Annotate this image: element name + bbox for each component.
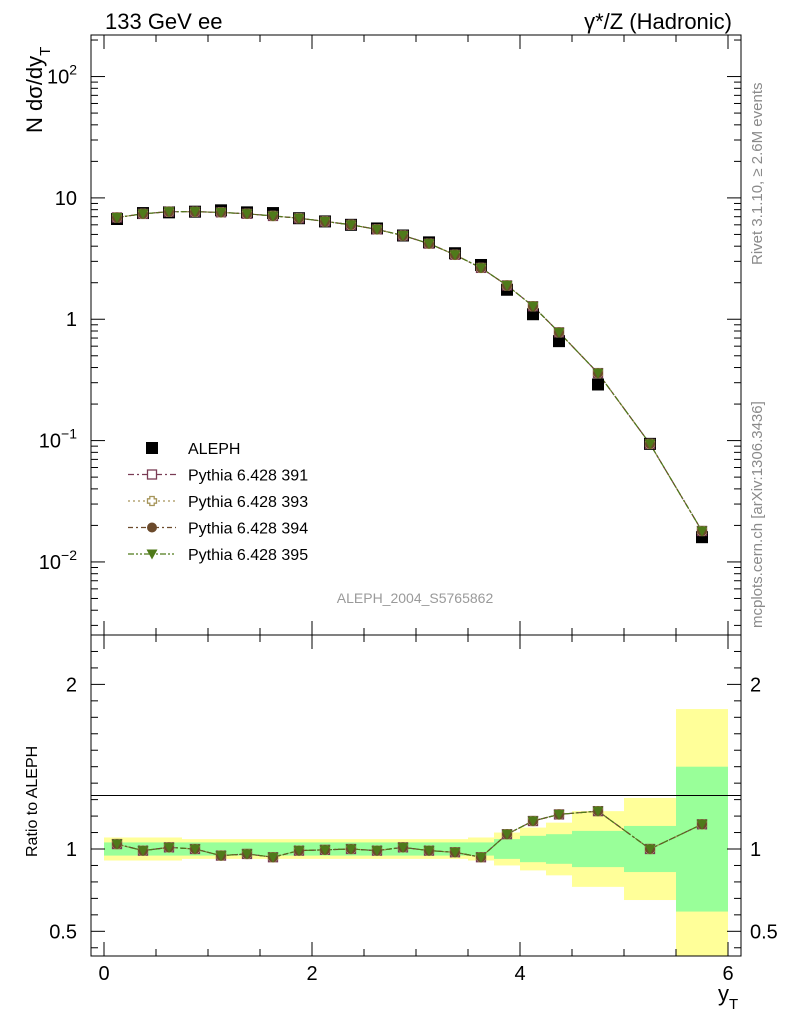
legend-marker	[146, 469, 158, 480]
ratio-band-inner	[520, 835, 546, 863]
ratio-point-series-4	[696, 819, 708, 830]
x-tick-label: 6	[722, 963, 733, 985]
ratio-band-inner	[572, 830, 624, 868]
main-point-series-4	[644, 439, 656, 450]
main-point-series-4	[319, 216, 331, 227]
ratio-point-series-4	[345, 844, 357, 855]
x-axis-label: yT	[718, 981, 738, 1013]
main-y-tick-label: 10−2	[39, 547, 77, 574]
ratio-band-inner	[676, 766, 728, 912]
main-point-series-4	[397, 230, 409, 241]
ratio-frame	[90, 634, 742, 957]
main-point-series-4	[189, 207, 201, 218]
ratio-tick-labels: 0.5 0.5 1 1 2 2 0 2 4 6	[49, 674, 778, 985]
main-y-tick-label: 10	[55, 188, 77, 210]
ratio-y-axis-label: Ratio to ALEPH	[24, 746, 41, 857]
main-y-tick-labels: 102 10 1 10−1 10−2	[39, 62, 77, 574]
main-y-tick-label: 1	[66, 309, 77, 331]
ratio-y-tick-label-right: 1	[750, 839, 761, 861]
ratio-series-line-4	[116, 810, 703, 858]
rivet-label: Rivet 3.1.10, ≥ 2.6M events	[749, 83, 766, 266]
main-point-series-4	[345, 220, 357, 231]
ratio-point-series-4	[293, 846, 305, 857]
main-point-series-4	[267, 211, 279, 222]
main-point-series-4	[163, 207, 175, 218]
ratio-point-series-4	[267, 852, 279, 863]
main-y-tick-label: 10−1	[39, 426, 77, 453]
main-point-series-4	[449, 250, 461, 261]
ratio-band-inner	[494, 839, 520, 859]
main-point-series-4	[696, 526, 708, 537]
ratio-point-series-4	[111, 839, 123, 850]
ratio-y-tick-label-right: 0.5	[750, 921, 778, 943]
legend-entry-label: Pythia 6.428 391	[188, 468, 308, 485]
main-point-series-4	[527, 301, 539, 312]
ratio-y-tick-label-left: 2	[66, 674, 77, 696]
legend-entry-label: ALEPH	[188, 441, 240, 458]
legend-marker	[146, 442, 158, 454]
main-point-series-4	[501, 280, 513, 291]
ratio-point-series-4	[449, 847, 461, 858]
main-point-series-4	[371, 224, 383, 235]
ratio-point-series-4	[371, 846, 383, 857]
ratio-point-series-4	[527, 816, 539, 827]
ratio-point-series-4	[163, 842, 175, 853]
ratio-band-inner	[546, 834, 572, 864]
ratio-y-tick-label-left: 1	[66, 839, 77, 861]
ratio-axis-ticks	[91, 635, 741, 956]
header-left: 133 GeV ee	[105, 9, 222, 34]
ratio-point-series-4	[319, 845, 331, 856]
mcplots-label: mcplots.cern.ch [arXiv:1306.3436]	[749, 401, 766, 628]
main-point-series-4	[553, 327, 565, 338]
ratio-y-tick-label-left: 0.5	[49, 921, 77, 943]
ratio-y-tick-label-right: 2	[750, 674, 761, 696]
ratio-panel: 0.5 0.5 1 1 2 2 0 2 4 6 Ratio to ALEPH yT	[24, 634, 778, 1013]
ratio-point-series-4	[475, 852, 487, 863]
main-point-series-4	[423, 239, 435, 250]
legend-entry-label: Pythia 6.428 395	[188, 547, 308, 564]
main-frame	[90, 34, 742, 636]
x-tick-label: 2	[306, 963, 317, 985]
main-point-series-0	[553, 335, 565, 348]
ratio-point-series-4	[553, 809, 565, 820]
ratio-point-series-4	[423, 846, 435, 857]
main-point-series-4	[137, 209, 149, 220]
ratio-point-series-4	[241, 849, 253, 860]
main-point-series-4	[241, 209, 253, 220]
legend: ALEPH Pythia 6.428 391 Pythia 6.428 393 Pyt…	[128, 441, 308, 564]
ratio-point-series-4	[644, 844, 656, 855]
main-point-series-0	[592, 378, 604, 391]
main-point-series-4	[111, 212, 123, 223]
main-point-series-4	[215, 207, 227, 218]
main-point-series-4	[293, 213, 305, 224]
ratio-series-points	[111, 805, 708, 863]
legend-marker	[146, 549, 158, 560]
ratio-band-inner	[208, 842, 234, 856]
legend-marker	[146, 495, 158, 507]
analysis-watermark: ALEPH_2004_S5765862	[337, 590, 494, 606]
legend-entry-label: Pythia 6.428 393	[188, 494, 308, 511]
legend-entry-label: Pythia 6.428 394	[188, 521, 308, 538]
ratio-band-inner	[260, 842, 286, 856]
main-panel: ALEPH_2004_S5765862 102 10 1 10−1 10−2 ALEPH…	[22, 34, 742, 636]
x-tick-label: 0	[98, 963, 109, 985]
header-right: γ*/Z (Hadronic)	[584, 9, 732, 34]
ratio-point-series-4	[592, 806, 604, 817]
ratio-band-inner	[468, 842, 494, 856]
ratio-point-series-4	[501, 829, 513, 840]
main-series-points	[111, 204, 708, 544]
ratio-point-series-4	[215, 851, 227, 862]
main-y-axis-label: N dσ/dyT	[22, 47, 54, 133]
legend-marker	[147, 522, 157, 533]
ratio-uncertainty-bands	[104, 709, 728, 956]
ratio-point-series-4	[137, 846, 149, 857]
x-tick-label: 4	[514, 963, 525, 985]
main-point-series-4	[592, 368, 604, 379]
main-axis-ticks	[91, 35, 741, 635]
main-point-series-4	[475, 263, 487, 274]
main-y-tick-label: 102	[47, 62, 77, 89]
ratio-point-series-4	[189, 844, 201, 855]
ratio-point-series-4	[397, 842, 409, 853]
